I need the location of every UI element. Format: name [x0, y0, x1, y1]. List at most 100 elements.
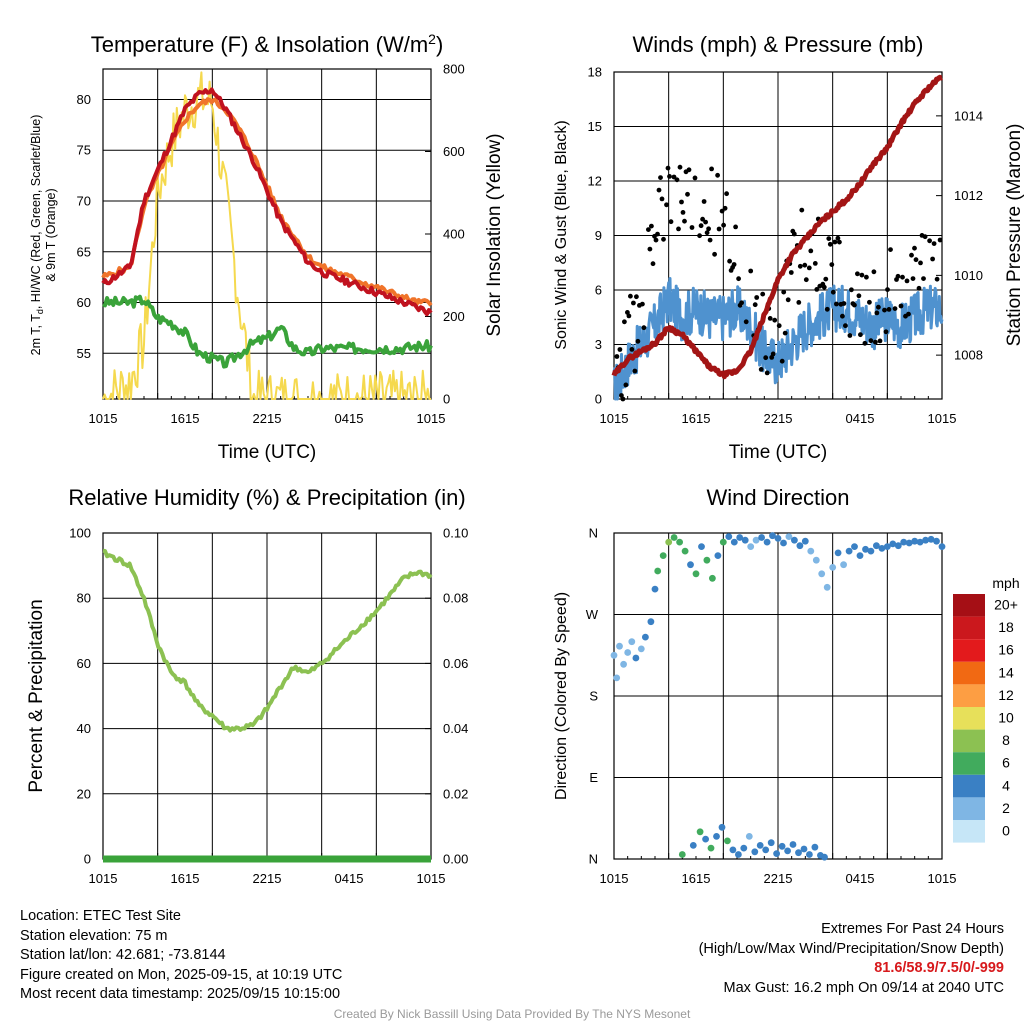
gust-point	[770, 351, 776, 357]
gust-point	[635, 338, 641, 344]
gust-point	[649, 223, 654, 229]
direction-point	[811, 843, 819, 851]
humidity-right-tick-label: 0.06	[443, 656, 468, 671]
gust-point	[855, 271, 860, 277]
winds-ytick-label: 18	[588, 65, 602, 80]
gust-point	[623, 382, 629, 388]
direction-point	[713, 833, 720, 840]
gust-point	[930, 256, 935, 262]
gust-point	[709, 166, 714, 172]
direction-left-axis-label: Direction (Colored By Speed)	[553, 592, 570, 800]
legend-label: 16	[998, 642, 1014, 658]
humidity-ytick-label: 40	[77, 721, 91, 736]
gust-point	[824, 306, 830, 312]
direction-point	[647, 618, 655, 626]
direction-point	[785, 533, 793, 540]
gust-point	[868, 338, 874, 344]
station-latlon: Station lat/lon: 42.681; -73.8144	[20, 947, 226, 963]
direction-point	[911, 537, 919, 545]
direction-point	[616, 642, 623, 650]
gust-point	[931, 241, 937, 247]
legend-label: 0	[1002, 823, 1010, 839]
direction-point	[745, 833, 753, 840]
legend-swatch	[953, 661, 985, 685]
figure-created: Figure created on Mon, 2025-09-15, at 10…	[20, 966, 343, 983]
humidity-ytick-label: 80	[77, 591, 91, 606]
gust-point	[847, 333, 853, 338]
temperature-right-tick-label: 0	[443, 392, 450, 407]
temperature-left-axis-label-2: & 9m T (Orange)	[44, 188, 58, 281]
gust-point	[748, 268, 754, 274]
direction-point	[687, 561, 694, 569]
direction-title: Wind Direction	[706, 485, 849, 510]
direction-point	[613, 674, 621, 682]
gust-point	[719, 208, 725, 214]
gust-point	[733, 224, 738, 230]
winds-ytick-label: 3	[595, 337, 602, 352]
direction-point	[856, 552, 864, 559]
direction-ytick-label: W	[586, 607, 599, 622]
gust-point	[716, 226, 722, 232]
gust-point	[680, 210, 686, 215]
gust-point	[664, 202, 669, 208]
gust-point	[916, 285, 922, 291]
direction-point	[791, 536, 798, 544]
direction-point	[812, 556, 820, 564]
gust-point	[752, 302, 758, 308]
temperature-right-tick-label: 600	[443, 144, 465, 159]
direction-point	[747, 543, 755, 550]
gust-point	[856, 293, 862, 299]
direction-point	[905, 539, 913, 547]
gust-point	[906, 311, 911, 317]
direction-point	[823, 583, 831, 591]
gust-point	[864, 274, 869, 280]
winds-ytick-label: 6	[595, 283, 602, 298]
direction-point	[834, 549, 842, 557]
gust-point	[799, 207, 805, 213]
dewpoint-line	[102, 294, 433, 369]
gust-point	[650, 261, 656, 267]
direction-xtick-label: 2215	[764, 871, 793, 886]
temperature-ytick-label: 60	[77, 295, 91, 310]
gust-point	[877, 338, 883, 344]
temperature-right-tick-label: 800	[443, 62, 465, 77]
direction-point	[800, 845, 808, 853]
direction-point	[762, 846, 770, 854]
gust-point	[632, 368, 638, 374]
gust-point	[731, 262, 737, 267]
gust-point	[904, 278, 910, 284]
pressure-line	[611, 74, 944, 380]
gust-point	[888, 247, 893, 253]
winds-right-tick-label: 1010	[954, 268, 983, 283]
gust-point	[812, 261, 818, 266]
gust-point	[667, 174, 672, 179]
winds-right-axis-label: Station Pressure (Maroon)	[1004, 124, 1024, 347]
winds-xtick-label: 1615	[682, 411, 711, 426]
extremes-heading: Extremes For Past 24 Hours	[821, 921, 1004, 937]
gust-point	[782, 330, 788, 336]
gust-point	[640, 301, 645, 307]
gust-point	[840, 313, 845, 319]
direction-point	[628, 638, 636, 646]
gust-point	[826, 236, 832, 242]
gust-point	[706, 226, 711, 232]
legend-swatch	[953, 707, 985, 730]
legend-title: mph	[992, 575, 1019, 591]
legend-swatch	[953, 616, 985, 640]
gust-point	[743, 319, 749, 325]
gust-point	[882, 307, 887, 313]
winds-right-tick-label: 1012	[954, 188, 983, 203]
gust-point	[715, 172, 720, 178]
direction-point	[867, 547, 875, 555]
gust-point	[821, 284, 827, 290]
humidity-right-tick-label: 0.10	[443, 526, 468, 541]
gust-point	[682, 218, 687, 224]
winds-xtick-label: 2215	[764, 411, 793, 426]
gust-point	[910, 276, 916, 281]
direction-point	[714, 552, 722, 559]
temperature-ytick-label: 65	[77, 244, 91, 259]
legend-swatch	[953, 752, 985, 775]
direction-point	[806, 851, 813, 858]
gust-point	[852, 302, 857, 308]
winds-ytick-label: 15	[588, 119, 602, 134]
